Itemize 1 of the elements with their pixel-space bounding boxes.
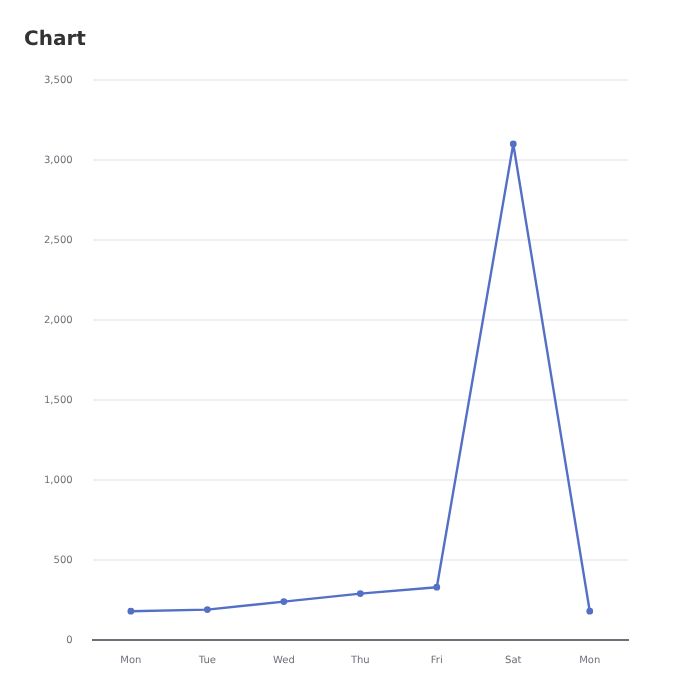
chart-title: Chart	[24, 29, 87, 52]
